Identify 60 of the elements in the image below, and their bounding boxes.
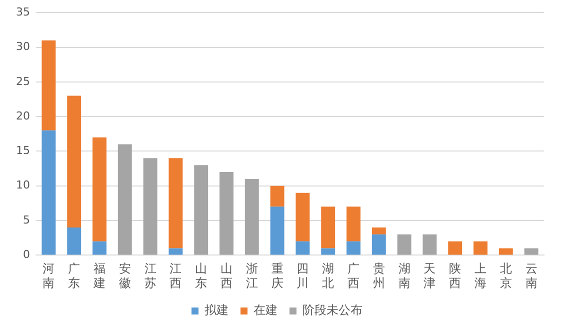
bar <box>346 206 360 242</box>
bar <box>422 234 437 255</box>
bar <box>372 234 386 255</box>
bar <box>321 206 336 248</box>
legend-label: 在建 <box>254 303 278 318</box>
x-tick-label: 山东 <box>195 262 208 290</box>
x-tick-label: 湖南 <box>398 262 410 290</box>
x-tick-label: 云南 <box>525 262 538 290</box>
y-tick-label: 25 <box>16 74 30 88</box>
bar <box>92 241 106 255</box>
y-tick-label: 35 <box>16 5 30 18</box>
x-tick-label: 上海 <box>474 262 486 290</box>
bar <box>296 241 310 255</box>
bar <box>42 130 56 255</box>
x-tick-label: 江西 <box>170 262 182 290</box>
x-tick-label: 江苏 <box>144 262 156 290</box>
bar <box>270 186 284 207</box>
x-tick-label: 广东 <box>68 262 80 290</box>
bar <box>67 227 82 255</box>
bar <box>346 241 360 255</box>
bar <box>270 206 284 255</box>
x-tick-label: 贵州 <box>372 262 385 290</box>
x-tick-label: 河南 <box>42 262 55 290</box>
x-tick-label: 北京 <box>500 262 512 290</box>
bar <box>448 241 462 255</box>
bar <box>92 137 106 242</box>
bar <box>244 178 259 255</box>
legend-label: 拟建 <box>204 303 228 318</box>
x-tick-label: 天津 <box>424 262 436 290</box>
x-tick-label: 广西 <box>348 262 360 290</box>
bar <box>220 172 234 255</box>
y-tick-label: 0 <box>22 248 30 262</box>
bar <box>168 248 183 255</box>
bar <box>321 248 336 255</box>
y-tick-label: 10 <box>16 178 30 192</box>
y-tick-label: 30 <box>16 40 30 54</box>
bar <box>118 144 132 255</box>
x-tick-label: 福建 <box>92 262 106 290</box>
bar <box>372 227 386 234</box>
x-tick-label: 四川 <box>296 262 309 290</box>
bar <box>474 241 488 255</box>
bar <box>194 165 208 255</box>
x-tick-label: 浙江 <box>246 262 258 290</box>
y-tick-label: 20 <box>16 109 30 122</box>
legend-label: 阶段未公布 <box>302 303 362 318</box>
bar <box>498 248 513 255</box>
bar <box>42 40 56 130</box>
bar <box>143 158 158 255</box>
y-tick-label: 5 <box>22 213 30 226</box>
bar <box>296 192 310 242</box>
x-tick-label: 安徽 <box>118 262 131 290</box>
x-tick-label: 陕西 <box>449 262 462 290</box>
x-tick-label: 山西 <box>220 262 232 290</box>
y-tick-label: 15 <box>16 144 30 158</box>
bar <box>524 248 538 255</box>
bar <box>397 234 412 255</box>
bar <box>168 158 183 248</box>
bar <box>67 96 82 228</box>
x-tick-label: 重庆 <box>271 262 284 290</box>
x-tick-label: 湖北 <box>322 262 334 290</box>
